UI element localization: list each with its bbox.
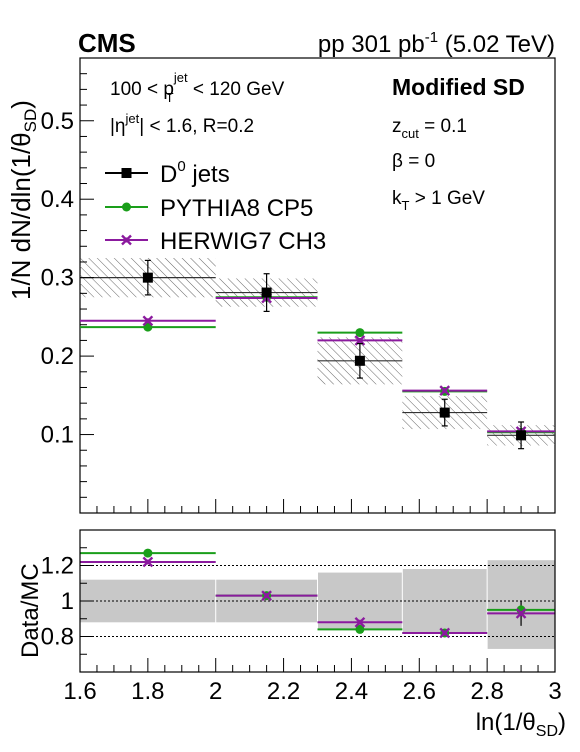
eta-post: | < 1.6, R=0.2 <box>139 116 254 137</box>
lumi-suffix: (5.02 TeV) <box>438 31 555 58</box>
ratio-x-tick-label: 2 <box>209 678 222 705</box>
pythia-point <box>143 322 153 332</box>
data-point <box>261 287 272 298</box>
ratio-herwig-point <box>439 627 451 639</box>
ratio-marks <box>80 548 555 639</box>
method-label: Modified SD <box>392 74 525 100</box>
kt-subscript: T <box>402 198 410 213</box>
main-y-tick-label: 0.5 <box>41 108 74 135</box>
ratio-herwig-point-core <box>357 619 363 625</box>
ratio-x-axis-label: ln(1/θSD) <box>476 709 566 740</box>
ratio-herwig-point-core <box>442 630 448 636</box>
main-y-tick-label: 0.4 <box>41 186 74 213</box>
pt-subscript: T <box>166 90 174 105</box>
legend-label-herwig: HERWIG7 CH3 <box>160 228 326 255</box>
ratio-herwig-point <box>354 616 366 628</box>
luminosity-label: pp 301 pb-1 (5.02 TeV) <box>318 29 555 58</box>
legend-marker-data <box>121 168 132 178</box>
data-point <box>516 430 527 441</box>
legend-marker-pythia <box>122 202 131 212</box>
zcut-pre: z <box>392 116 402 137</box>
main-y-tick-label: 0.2 <box>41 343 74 370</box>
legend-label-sup: 0 <box>177 158 185 175</box>
main-x-ticks <box>79 499 556 513</box>
main-panel: 0.1 0.2 0.3 0.4 0.5 <box>41 57 556 514</box>
ratio-herwig-point-core <box>145 559 151 565</box>
lumi-prefix: pp 301 pb <box>318 31 425 58</box>
main-marks <box>80 259 555 450</box>
legend-label-data: D0 jets <box>160 158 230 188</box>
beta-label: β = 0 <box>392 151 435 172</box>
lumi-exponent: -1 <box>425 29 438 46</box>
main-y-tick-label: 0.3 <box>41 265 74 292</box>
ratio-herwig-point <box>142 556 154 568</box>
data-point <box>439 407 450 418</box>
herwig-point <box>142 315 154 327</box>
ratio-y-tick-label: 0.8 <box>41 624 74 651</box>
ratio-panel: 0.8 1 1.2 1.6 1.8 2 2.2 2.4 2.6 2.8 3 <box>41 529 562 705</box>
zcut-post: = 0.1 <box>419 116 467 137</box>
kt-pre: k <box>392 188 402 209</box>
ratio-pythia-point <box>143 548 153 558</box>
ratio-y-ticks: 0.8 1 1.2 <box>41 547 94 655</box>
data-point <box>142 272 153 283</box>
ratio-x-tick-label: 1.6 <box>63 678 96 705</box>
experiment-label: CMS <box>78 28 136 58</box>
ratio-herwig-point-core <box>264 593 270 599</box>
pt-superscript: jet <box>173 70 188 85</box>
pt-range-post: < 120 GeV <box>188 79 285 100</box>
main-y-ticks: 0.1 0.2 0.3 0.4 0.5 <box>41 73 94 498</box>
pt-range-label: 100 < pjet T < 120 GeV <box>110 70 285 105</box>
ratio-reference-lines <box>80 565 555 637</box>
main-y-tick-label: 0.1 <box>41 422 74 449</box>
ratio-x-tick-label: 2.6 <box>403 678 436 705</box>
zcut-subscript: cut <box>402 126 420 141</box>
main-y-axis-label: 1/N dN/dln(1/θSD) <box>6 100 40 300</box>
legend: D0 jets PYTHIA8 CP5 HERWIG7 CH3 <box>105 158 326 255</box>
ratio-x-tick-label: 1.8 <box>131 678 164 705</box>
ratio-y-axis-label: Data/MC <box>17 563 44 658</box>
zcut-label: zcut = 0.1 <box>392 116 467 141</box>
legend-label-pythia: PYTHIA8 CP5 <box>160 195 313 222</box>
kt-label: kT > 1 GeV <box>392 188 485 213</box>
eta-range-label: |ηjet| < 1.6, R=0.2 <box>110 111 254 137</box>
ratio-herwig-point-core <box>518 610 524 616</box>
ratio-y-tick-label: 1.2 <box>41 553 74 580</box>
legend-marker-herwig-core <box>124 237 129 243</box>
legend-label-post: jets <box>186 161 230 188</box>
ratio-herwig-point <box>261 590 272 602</box>
main-uncertainty-bands <box>80 258 555 446</box>
eta-superscript: jet <box>125 111 140 126</box>
ratio-uncertainty-bands <box>80 560 555 649</box>
herwig-point-core <box>357 337 363 343</box>
herwig-point-core <box>145 318 151 324</box>
data-point <box>354 355 365 366</box>
ratio-y-tick-label: 1 <box>61 588 74 615</box>
herwig-point <box>439 385 451 396</box>
pythia-point <box>355 328 365 338</box>
ratio-x-tick-label: 2.8 <box>470 678 503 705</box>
kt-post: > 1 GeV <box>409 188 485 209</box>
ratio-x-tick-label: 3 <box>548 678 561 705</box>
herwig-point-core <box>442 388 448 394</box>
legend-label-pre: D <box>160 161 177 188</box>
ratio-herwig-point <box>515 608 527 619</box>
ratio-x-ticks: 1.6 1.8 2 2.2 2.4 2.6 2.8 3 <box>63 658 562 705</box>
ratio-x-tick-label: 2.4 <box>335 678 368 705</box>
legend-marker-herwig <box>121 234 132 246</box>
eta-pre: |η <box>110 116 126 137</box>
ratio-pythia-point <box>355 624 365 634</box>
ratio-x-tick-label: 2.2 <box>267 678 300 705</box>
pt-range-pre: 100 < p <box>110 79 174 100</box>
